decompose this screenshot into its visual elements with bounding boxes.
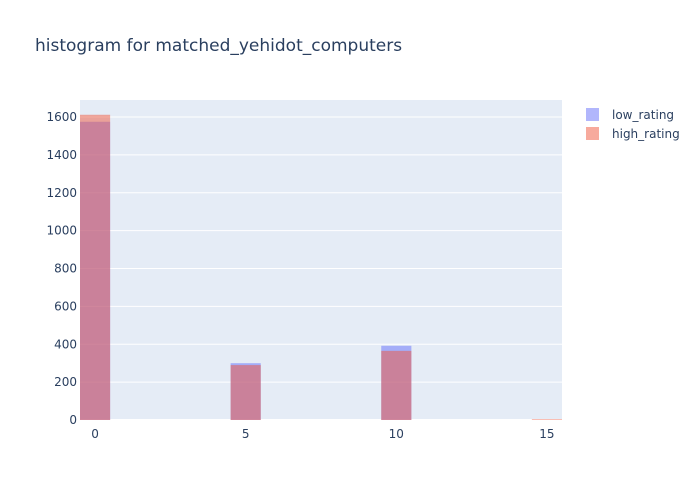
bars bbox=[80, 114, 562, 421]
y-tick-labels: 0 200 400 600 800 1000 1200 1400 1600 bbox=[46, 110, 77, 427]
y-tick-label: 400 bbox=[54, 337, 77, 351]
legend-label: low_rating bbox=[612, 108, 674, 122]
plot-background bbox=[80, 100, 562, 420]
y-tick-label: 1200 bbox=[46, 186, 77, 200]
y-tick-label: 1400 bbox=[46, 148, 77, 162]
y-tick-label: 1600 bbox=[46, 110, 77, 124]
y-tick-label: 600 bbox=[54, 299, 77, 313]
legend-item-low-rating[interactable]: low_rating bbox=[586, 108, 674, 122]
x-tick-label: 0 bbox=[91, 427, 99, 441]
x-tick-label: 10 bbox=[389, 427, 404, 441]
bar-high-rating-10[interactable] bbox=[381, 350, 412, 420]
y-tick-label: 0 bbox=[69, 413, 77, 427]
bar-high-rating-15[interactable] bbox=[531, 419, 562, 420]
chart-title: histogram for matched_yehidot_computers bbox=[35, 36, 402, 56]
x-tick-labels: 0 5 10 15 bbox=[91, 427, 554, 441]
y-tick-label: 200 bbox=[54, 375, 77, 389]
x-tick-label: 15 bbox=[539, 427, 554, 441]
legend-swatch bbox=[586, 108, 599, 121]
x-tick-label: 5 bbox=[242, 427, 250, 441]
legend[interactable]: low_rating high_rating bbox=[586, 108, 680, 141]
bar-high-rating-5[interactable] bbox=[230, 365, 261, 420]
legend-label: high_rating bbox=[612, 127, 680, 141]
y-tick-label: 1000 bbox=[46, 224, 77, 238]
y-tick-label: 800 bbox=[54, 262, 77, 276]
legend-item-high-rating[interactable]: high_rating bbox=[586, 127, 680, 141]
gridlines bbox=[80, 116, 562, 421]
bar-high-rating-0[interactable] bbox=[80, 114, 111, 421]
legend-swatch bbox=[586, 127, 599, 140]
